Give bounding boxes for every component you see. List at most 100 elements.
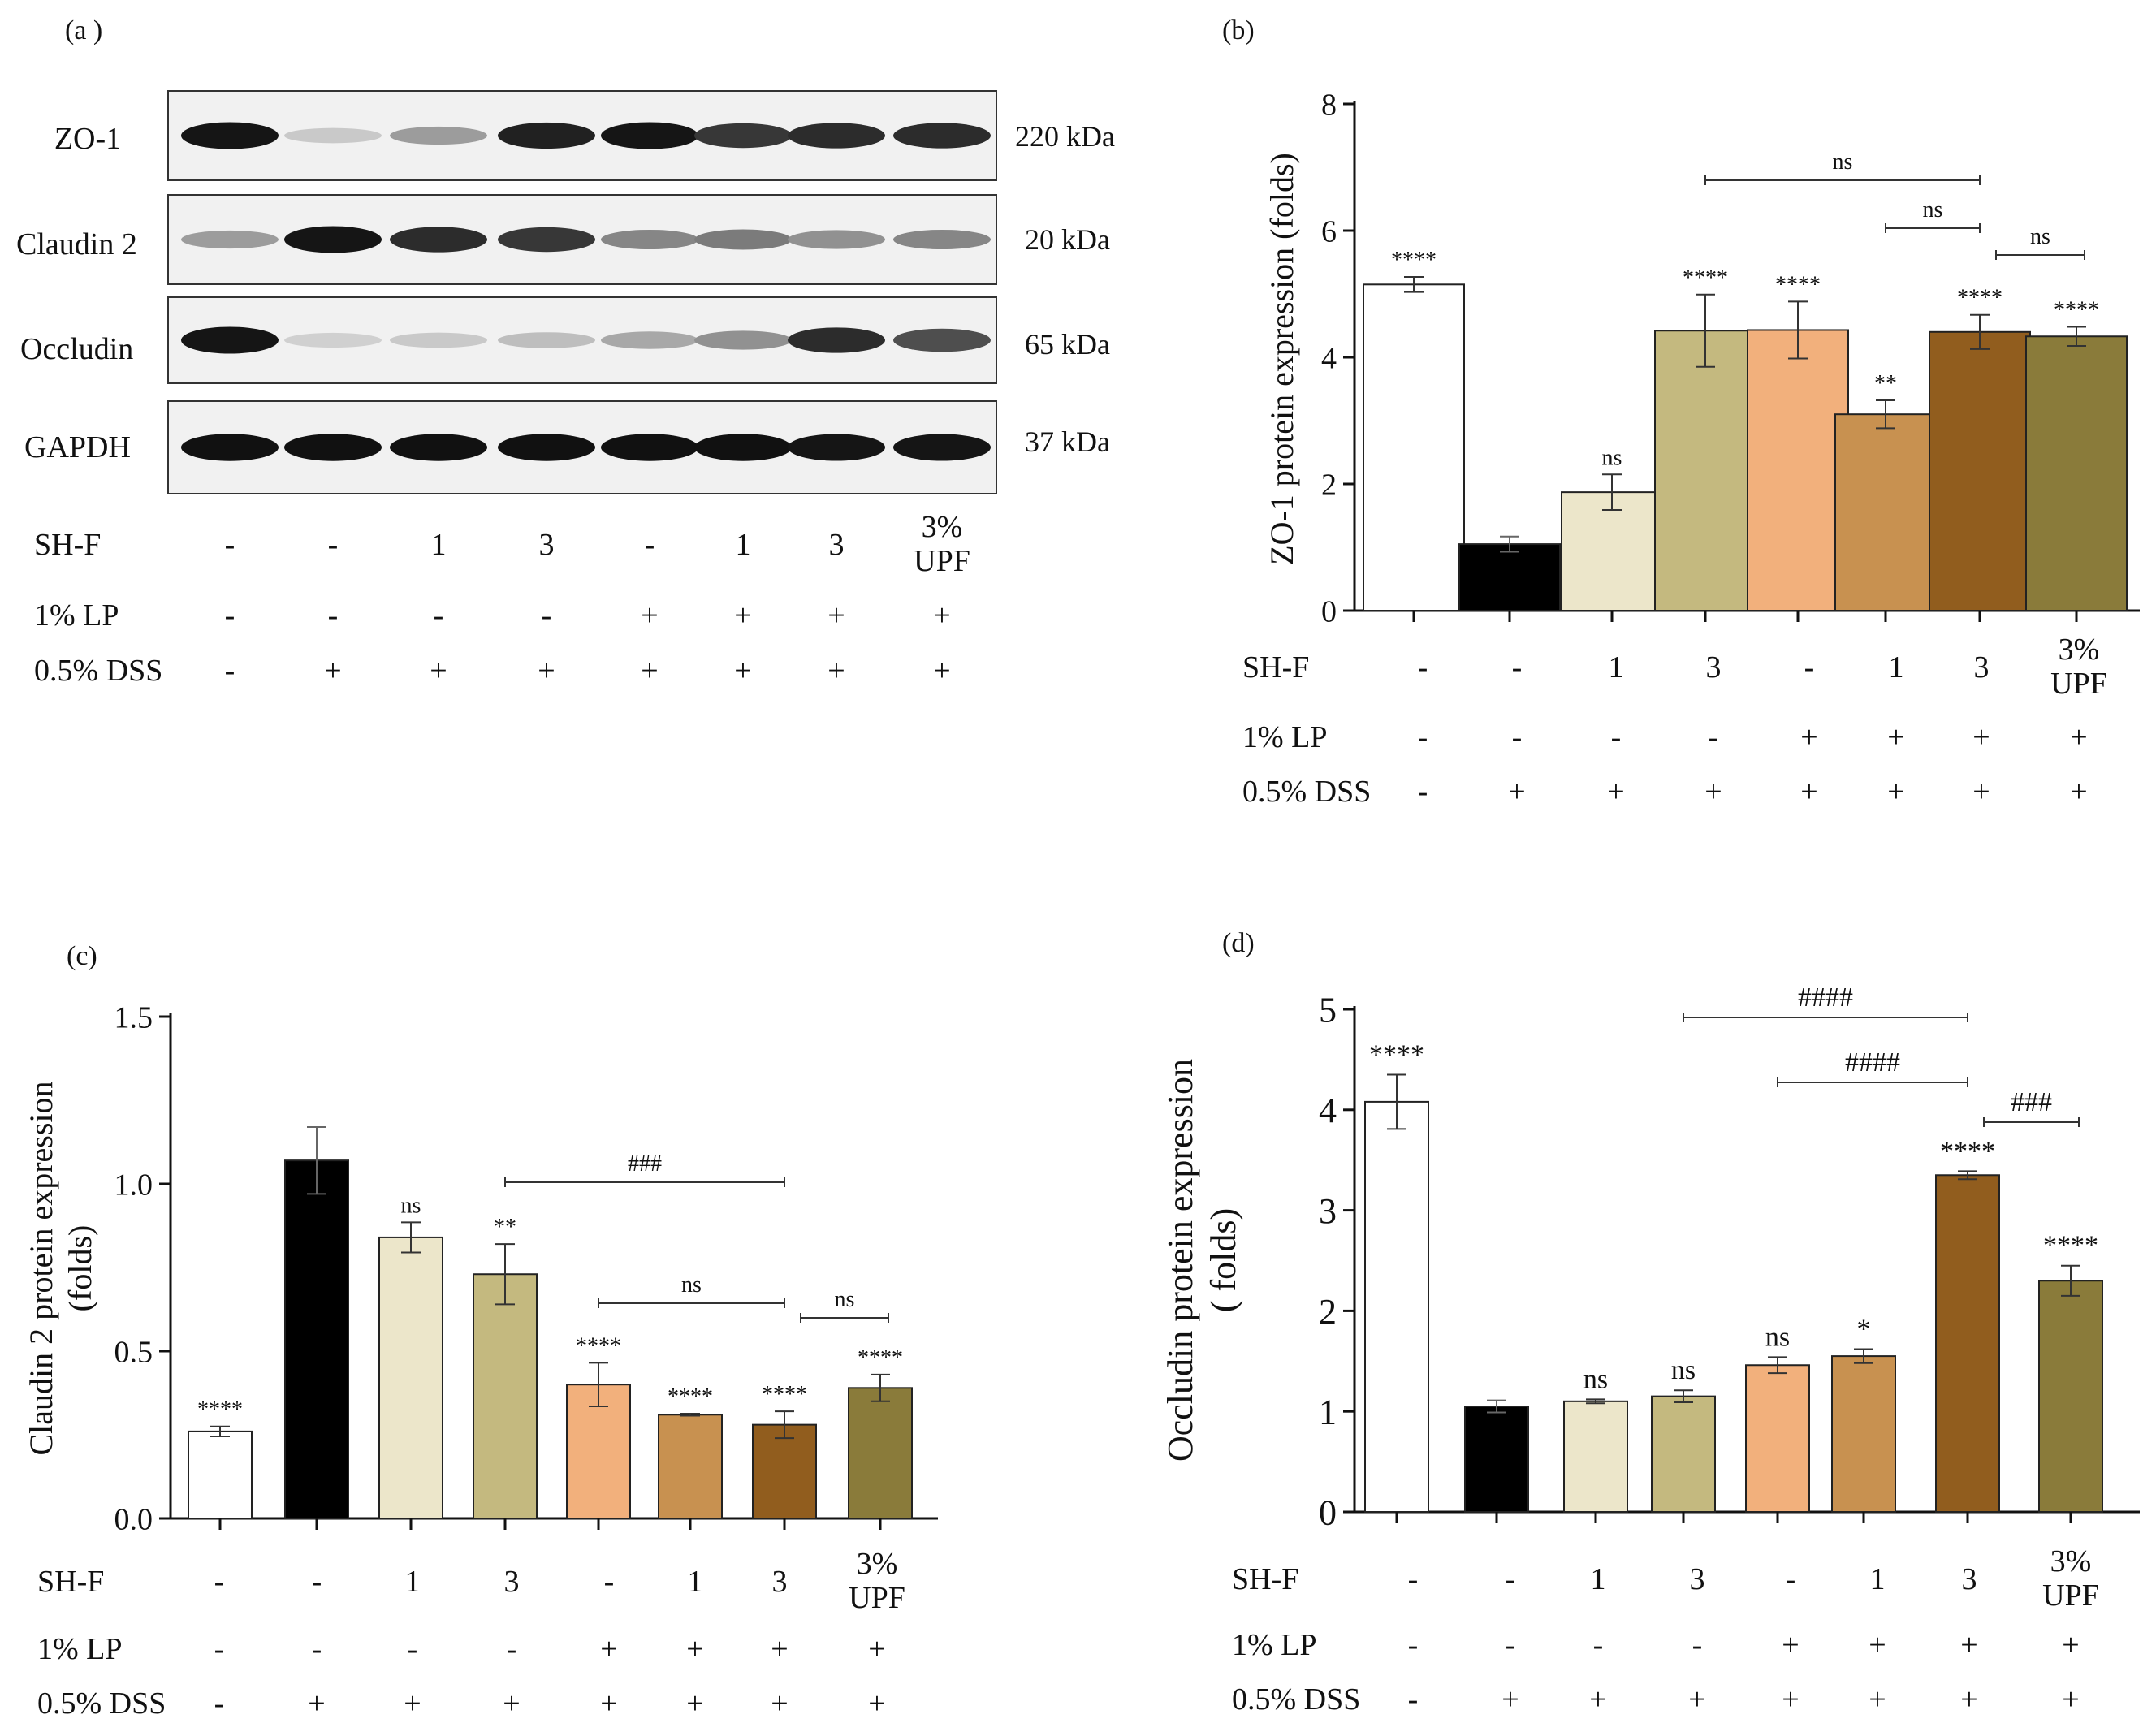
significance-mark: ****	[576, 1333, 621, 1358]
treatment-row-label: 1% LP	[1242, 720, 1328, 754]
blot-band	[694, 330, 792, 350]
treatment-row-label: 1% LP	[37, 1632, 123, 1666]
blot-band	[893, 434, 991, 461]
blot-band	[284, 127, 382, 144]
treatment-cell: -	[312, 1565, 322, 1599]
blot-band	[601, 122, 698, 149]
significance-mark: ****	[858, 1345, 903, 1371]
treatment-cell: +	[404, 1686, 421, 1721]
treatment-cell: 1	[405, 1565, 421, 1599]
blot-treatment-cell: +	[827, 654, 845, 688]
bar	[658, 1414, 723, 1520]
blot-band	[498, 434, 595, 461]
chart-claudin2: 0.0 0.5 1.0 1.5 Claudin 2 protein expression…	[23, 1000, 938, 1721]
y-axis-label: Claudin 2 protein expression(folds)	[23, 1081, 98, 1455]
treatment-cell: +	[308, 1686, 325, 1721]
y-tick-label: 1.5	[114, 1000, 153, 1034]
blot-treatment-cell: 1	[431, 528, 447, 562]
blot-band	[284, 434, 382, 461]
blot-band	[893, 328, 991, 352]
blot-band	[498, 122, 595, 149]
blot-band	[788, 123, 885, 149]
blot-band	[893, 229, 991, 250]
y-tick-label: 4	[1319, 1090, 1337, 1130]
y-tick-label: 0.5	[114, 1335, 153, 1369]
bar	[2038, 1280, 2103, 1513]
significance-mark: ****	[1957, 286, 2003, 311]
western-blot-panel: ZO-1 220 kDa Claudin 2 20 kDa Occludin 65 kDa…	[16, 90, 1115, 688]
treatment-cell: 1	[1870, 1562, 1886, 1596]
y-tick-label: 5	[1319, 990, 1337, 1030]
blot-band	[181, 326, 279, 354]
treatment-cell: -	[1593, 1628, 1604, 1662]
treatment-cell: +	[868, 1632, 885, 1666]
panel-label-c: (c)	[67, 941, 97, 971]
y-tick-label: 6	[1321, 214, 1337, 248]
blot-treatment-cell: -	[225, 528, 235, 562]
treatment-cell: -	[1408, 1628, 1419, 1662]
significance-mark: ns	[1671, 1355, 1696, 1385]
treatment-cell: +	[686, 1632, 703, 1666]
bar	[2025, 335, 2128, 611]
treatment-cell: +	[1960, 1682, 1977, 1717]
blot-protein-label: GAPDH	[24, 430, 131, 464]
treatment-cell: +	[686, 1686, 703, 1721]
y-tick-label: 0	[1319, 1492, 1337, 1532]
treatment-cell: +	[1800, 775, 1817, 809]
treatment-cell: +	[1782, 1682, 1799, 1717]
blot-band	[788, 434, 885, 461]
treatment-cell: -	[1408, 1682, 1419, 1717]
bar	[1458, 543, 1561, 611]
significance-mark: ns	[1583, 1364, 1608, 1394]
bracket-label: ns	[2030, 224, 2050, 249]
blot-band	[390, 227, 487, 253]
bar	[848, 1387, 913, 1519]
treatment-cell: +	[1800, 720, 1817, 754]
blot-band	[390, 434, 487, 461]
treatment-cell: +	[1508, 775, 1525, 809]
bracket-label: ###	[2011, 1087, 2052, 1117]
treatment-cell: +	[600, 1686, 617, 1721]
treatment-row-label: 1% LP	[1232, 1628, 1317, 1662]
treatment-cell: +	[1972, 720, 1990, 754]
blot-treatment-cell: +	[933, 598, 950, 633]
significance-mark: ns	[1602, 445, 1622, 470]
treatment-cell: -	[1804, 650, 1815, 684]
blot-band	[390, 126, 487, 145]
significance-mark: ****	[1683, 266, 1728, 291]
significance-mark: ns	[1765, 1322, 1790, 1352]
treatment-cell: -	[1512, 650, 1523, 684]
treatment-cell: -	[507, 1632, 517, 1666]
blot-size-label: 20 kDa	[1025, 223, 1110, 256]
blot-treatment-cell: +	[538, 654, 555, 688]
treatment-cell: +	[1960, 1628, 1977, 1662]
treatment-cell: +	[771, 1632, 788, 1666]
treatment-cell: 3% UPF	[2050, 633, 2107, 701]
bar	[1651, 1395, 1716, 1513]
treatment-cell: -	[1786, 1562, 1796, 1596]
y-axis-label: ZO-1 protein expression (folds)	[1264, 153, 1300, 565]
blot-treatment-cell: +	[430, 654, 447, 688]
blot-band	[390, 332, 487, 348]
panel-label-d: (d)	[1222, 928, 1255, 958]
treatment-cell: +	[1501, 1682, 1519, 1717]
treatment-cell: -	[214, 1632, 225, 1666]
treatment-cell: +	[868, 1686, 885, 1721]
treatment-cell: 3	[1690, 1562, 1705, 1596]
blot-band	[284, 226, 382, 253]
bar	[1364, 1100, 1429, 1513]
significance-mark: ****	[1369, 1039, 1424, 1069]
blot-size-label: 65 kDa	[1025, 328, 1110, 361]
bar	[1363, 283, 1465, 611]
treatment-cell: +	[2062, 1682, 2079, 1717]
y-tick-label: 2	[1321, 468, 1337, 502]
significance-mark: ****	[762, 1382, 807, 1407]
significance-mark: ****	[668, 1384, 713, 1410]
y-tick-label: 3	[1319, 1191, 1337, 1231]
treatment-cell: -	[214, 1565, 225, 1599]
treatment-cell: -	[214, 1686, 225, 1721]
treatment-cell: +	[1887, 720, 1904, 754]
blot-treatment-cell: -	[328, 528, 339, 562]
bracket-label: ns	[835, 1287, 855, 1312]
